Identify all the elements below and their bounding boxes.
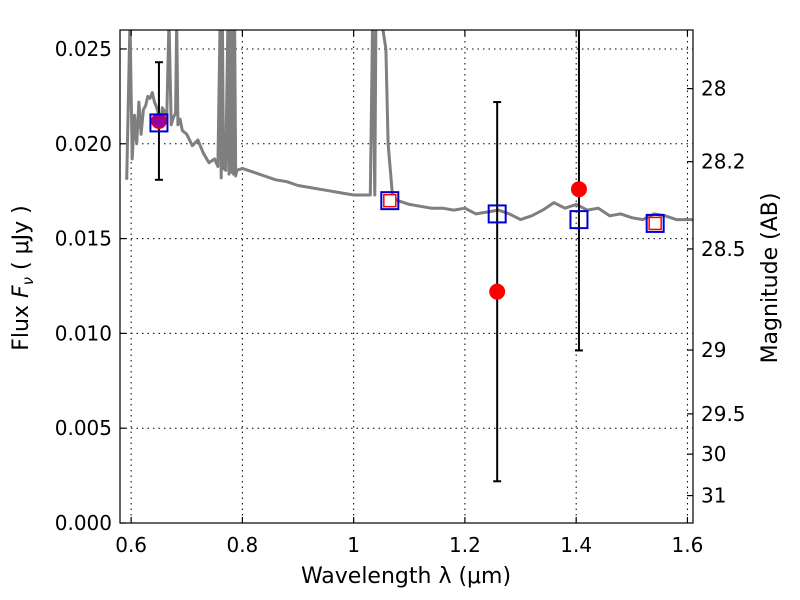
grid-lines	[120, 30, 693, 524]
x-tick-label: 1.6	[672, 533, 704, 557]
y2-tick-label: 28	[701, 77, 726, 101]
y-tick-label: 0.025	[55, 37, 112, 61]
red-square-point	[383, 193, 397, 208]
red-square-point	[648, 216, 662, 231]
y2-tick-label: 28.5	[701, 237, 746, 261]
y-axis-title: Flux Fν ( μJy )	[9, 205, 37, 350]
spectrum-line	[125, 30, 693, 222]
y-axis-title-symbol: F	[9, 285, 34, 298]
y2-tick-label: 28.2	[701, 150, 746, 174]
y-axis-title-prefix: Flux	[9, 298, 34, 351]
y-axis-title-subscript: ν	[19, 277, 37, 285]
overlap-point	[151, 114, 166, 129]
y-axis-title-unit: ( μJy )	[9, 205, 34, 277]
y2-axis-title: Magnitude (AB)	[758, 193, 783, 364]
y-tick-label: 0.020	[55, 132, 112, 156]
x-axis-title: Wavelength λ (μm)	[301, 564, 511, 589]
y2-tick-label: 29	[701, 338, 726, 362]
y-tick-label: 0.010	[55, 321, 112, 345]
x-tick-label: 1	[347, 533, 360, 557]
y-tick-label: 0.015	[55, 227, 112, 251]
model-square-point	[149, 113, 169, 133]
x-tick-label: 1.4	[560, 533, 592, 557]
y2-tick-label: 29.5	[701, 402, 746, 426]
y-tick-label: 0.000	[55, 511, 112, 535]
model-square-point	[487, 204, 507, 224]
model-square-point	[569, 210, 589, 230]
plot-series	[125, 30, 693, 483]
plot-frame	[119, 29, 694, 524]
observed-point	[570, 181, 587, 198]
axis-ticks: 0.6 0.8 1 1.2 1.4 1.6 0.000 0.005 0.010 0.015 0.02…	[55, 30, 746, 557]
model-square-point	[380, 191, 400, 211]
x-tick-label: 1.2	[449, 533, 481, 557]
x-tick-label: 0.8	[226, 533, 258, 557]
y2-tick-label: 31	[701, 484, 726, 508]
model-square-point	[645, 213, 665, 233]
y2-tick-label: 30	[701, 442, 726, 466]
x-tick-label: 0.6	[115, 533, 147, 557]
observed-point	[489, 283, 506, 300]
y-tick-label: 0.005	[55, 416, 112, 440]
